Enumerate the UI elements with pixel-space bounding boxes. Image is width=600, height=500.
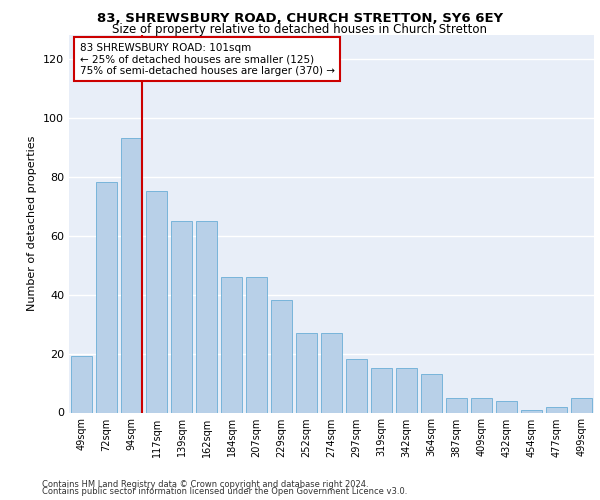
Bar [546, 406, 567, 412]
Bar [96, 182, 117, 412]
Bar [346, 360, 367, 412]
Bar [246, 277, 267, 412]
Bar [71, 356, 92, 412]
Bar [421, 374, 442, 412]
Bar [221, 277, 242, 412]
Bar [146, 192, 167, 412]
Bar [196, 221, 217, 412]
Bar [271, 300, 292, 412]
Text: 83 SHREWSBURY ROAD: 101sqm
← 25% of detached houses are smaller (125)
75% of sem: 83 SHREWSBURY ROAD: 101sqm ← 25% of deta… [79, 42, 335, 76]
Text: Size of property relative to detached houses in Church Stretton: Size of property relative to detached ho… [113, 22, 487, 36]
Bar [446, 398, 467, 412]
Bar [496, 400, 517, 412]
Y-axis label: Number of detached properties: Number of detached properties [28, 136, 37, 312]
Text: Contains public sector information licensed under the Open Government Licence v3: Contains public sector information licen… [42, 487, 407, 496]
Text: Contains HM Land Registry data © Crown copyright and database right 2024.: Contains HM Land Registry data © Crown c… [42, 480, 368, 489]
Bar [171, 221, 192, 412]
Bar [571, 398, 592, 412]
Bar [521, 410, 542, 412]
Bar [396, 368, 417, 412]
Bar [321, 333, 342, 412]
Bar [371, 368, 392, 412]
Bar [121, 138, 142, 412]
Bar [471, 398, 492, 412]
Text: 83, SHREWSBURY ROAD, CHURCH STRETTON, SY6 6EY: 83, SHREWSBURY ROAD, CHURCH STRETTON, SY… [97, 12, 503, 25]
Bar [296, 333, 317, 412]
